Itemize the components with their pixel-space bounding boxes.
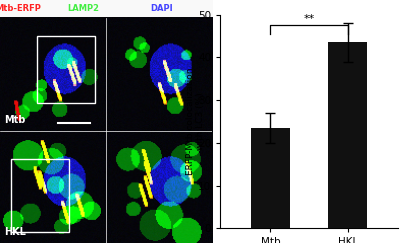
Text: HKL: HKL <box>4 227 26 237</box>
Text: LAMP2: LAMP2 <box>67 5 99 14</box>
Y-axis label: ERFP-Mtb colocalization
with LC3 (%): ERFP-Mtb colocalization with LC3 (%) <box>185 68 205 175</box>
Text: Mtb: Mtb <box>4 115 25 125</box>
Text: Mtb-ERFP: Mtb-ERFP <box>0 5 41 14</box>
Bar <box>328 42 367 228</box>
Bar <box>11 159 69 232</box>
Bar <box>37 36 95 103</box>
Bar <box>251 128 290 228</box>
Text: **: ** <box>303 14 315 24</box>
Text: DAPI: DAPI <box>150 5 173 14</box>
